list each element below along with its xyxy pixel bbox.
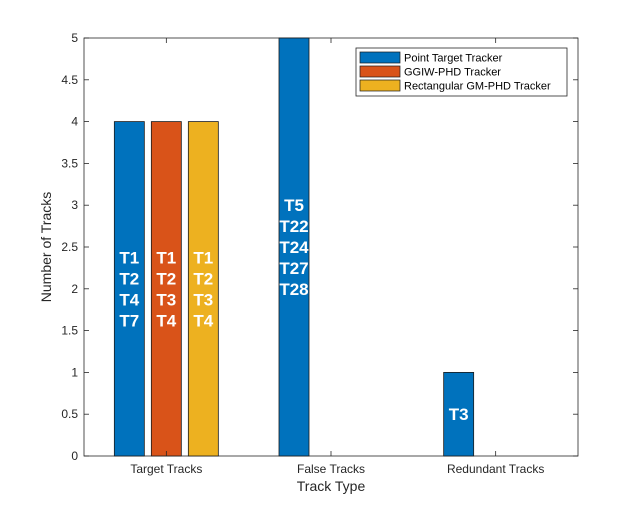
legend-entry-label: GGIW-PHD Tracker [404,67,501,79]
bar-data-label: T7 [119,311,139,330]
y-axis-label: Number of Tracks [38,192,54,302]
y-axis: 0 0.5 1 1.5 2 2.5 3 3.5 4 4.5 5 [61,31,578,463]
y-tick-label: 0 [71,449,78,463]
bar-data-label: T22 [279,217,308,236]
y-tick-label: 2.5 [61,240,78,254]
bar-data-label: T3 [156,290,176,309]
bar-data-label: T3 [449,405,469,424]
bar [187,121,219,457]
bar [113,121,145,457]
bar [443,371,475,457]
bar-data-label: T3 [193,290,213,309]
bar-data-label: T5 [284,196,304,215]
y-tick-label: 1.5 [61,324,78,338]
y-tick-label: 4.5 [61,73,78,87]
legend: Point Target Tracker GGIW-PHD Tracker Rect… [355,47,568,97]
legend-entry-label: Point Target Tracker [404,53,503,65]
legend-swatch [359,79,401,92]
x-axis-label: Track Type [297,478,366,494]
bar-data-label: T2 [119,269,139,288]
bar-data-label: T4 [119,290,139,309]
bars-group [113,37,475,457]
bar-data-label: T1 [193,248,213,267]
bar-data-label: T27 [279,259,308,278]
bar-data-label: T4 [193,311,213,330]
legend-swatch [359,65,401,78]
x-tick-label: Target Tracks [130,462,202,476]
y-tick-label: 3.5 [61,156,78,170]
y-tick-label: 2 [71,282,78,296]
legend-entry-label: Rectangular GM-PHD Tracker [404,81,551,93]
legend-swatch [359,51,401,64]
y-tick-label: 0.5 [61,407,78,421]
y-tick-label: 1 [71,365,78,379]
y-tick-label: 3 [71,198,78,212]
bar-data-label: T2 [193,269,213,288]
x-axis: Target Tracks False Tracks Redundant Track… [130,38,544,476]
bar [150,121,182,457]
x-tick-label: False Tracks [297,462,365,476]
bar-data-label: T2 [156,269,176,288]
bar-data-label: T1 [156,248,176,267]
bar-data-label: T1 [119,248,139,267]
bar [278,37,310,457]
y-tick-label: 5 [71,31,78,45]
bar-data-label: T28 [279,280,308,299]
x-tick-label: Redundant Tracks [447,462,544,476]
bar-data-label: T4 [156,311,176,330]
bar-labels-group: T1 T2 T4 T7 T5 T22 T24 T27 T28 T3 T1 T2 T3 T4 T1 T2 T3 T4 [119,196,468,424]
y-tick-label: 4 [71,115,78,129]
bar-data-label: T24 [279,238,309,257]
